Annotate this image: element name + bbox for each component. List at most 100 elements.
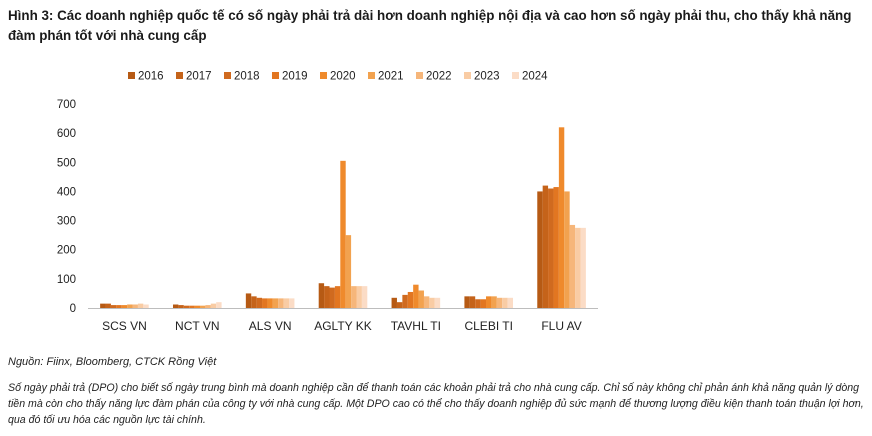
bar: [324, 286, 330, 308]
legend-label: 2019: [282, 71, 308, 83]
bar: [580, 227, 586, 308]
legend-label: 2024: [522, 71, 548, 83]
bar: [256, 297, 263, 308]
bar: [496, 297, 503, 308]
bar: [396, 302, 403, 308]
y-tick-label: 0: [70, 303, 76, 315]
y-tick-label: 500: [57, 157, 76, 169]
bar: [480, 299, 487, 308]
bar: [537, 191, 543, 308]
bar: [267, 298, 273, 308]
bar: [402, 294, 408, 308]
bar: [216, 302, 222, 308]
bar: [548, 188, 554, 308]
legend-swatch: [416, 72, 423, 79]
legend-swatch: [176, 72, 183, 79]
bar: [132, 304, 138, 308]
legend-swatch: [272, 72, 279, 79]
bar: [475, 299, 481, 308]
x-tick-label: CLEBI TI: [464, 319, 512, 333]
bar: [199, 305, 206, 308]
bar: [172, 304, 179, 308]
legend-label: 2021: [378, 71, 404, 83]
bar: [413, 284, 419, 308]
bar: [100, 303, 106, 308]
bar: [205, 305, 211, 308]
bar: [569, 224, 576, 308]
bar: [553, 187, 559, 308]
bar: [318, 283, 325, 308]
bar: [564, 191, 570, 308]
bar: [469, 296, 476, 308]
x-tick-label: AGLTY KK: [314, 319, 372, 333]
legend-label: 2018: [234, 71, 260, 83]
y-axis: 0 100 200 300 400 500 600 700: [57, 99, 76, 315]
bar: [361, 286, 368, 308]
legend-label: 2023: [474, 71, 500, 83]
bar: [542, 185, 549, 308]
x-tick-label: FLU AV: [541, 319, 581, 333]
legend-swatch: [368, 72, 375, 79]
bar: [464, 296, 470, 308]
bar-chart: 2016 2017 2018 2019 2020 2021 2022 2023 2024 0 10…: [57, 71, 598, 333]
bar: [407, 291, 414, 308]
bar: [334, 286, 341, 308]
bar: [121, 305, 128, 308]
bar: [345, 235, 352, 308]
bar: [418, 290, 424, 308]
bar: [486, 296, 492, 308]
x-tick-label: SCS VN: [102, 319, 147, 333]
bar: [391, 297, 397, 308]
bar: [575, 227, 581, 308]
y-tick-label: 700: [57, 99, 76, 111]
legend-swatch: [464, 72, 471, 79]
bar: [262, 298, 268, 308]
source-note: Nguồn: Fiinx, Bloomberg, CTCK Rồng Việt: [8, 356, 217, 368]
bar: [251, 296, 257, 308]
legend-label: 2016: [138, 71, 164, 83]
bar-series: [100, 127, 586, 308]
bar: [105, 303, 111, 308]
chart-legend: 2016 2017 2018 2019 2020 2021 2022 2023 2024: [128, 71, 548, 83]
y-tick-label: 100: [57, 274, 76, 286]
bar: [423, 296, 430, 308]
x-tick-label: TAVHL TI: [391, 319, 441, 333]
y-tick-label: 300: [57, 216, 76, 228]
bar: [245, 293, 252, 308]
bar: [127, 304, 133, 308]
bar: [329, 287, 335, 308]
x-tick-label: NCT VN: [175, 319, 219, 333]
bar: [183, 305, 190, 308]
x-tick-label: ALS VN: [249, 319, 292, 333]
bar: [491, 296, 497, 308]
legend-swatch: [512, 72, 519, 79]
y-tick-label: 400: [57, 186, 76, 198]
y-tick-label: 600: [57, 128, 76, 140]
bar: [283, 298, 290, 308]
bar: [189, 305, 195, 308]
figure-title: Hình 3: Các doanh nghiệp quốc tế có số n…: [8, 8, 852, 43]
bar: [116, 305, 122, 308]
y-tick-label: 200: [57, 245, 76, 257]
bar: [289, 298, 295, 308]
bar: [110, 305, 117, 308]
bar: [272, 298, 279, 308]
bar: [278, 298, 284, 308]
legend-swatch: [128, 72, 135, 79]
bar: [502, 297, 508, 308]
bar: [137, 303, 144, 308]
bar: [507, 297, 514, 308]
bar: [194, 305, 200, 308]
bar: [558, 127, 565, 308]
bar: [178, 305, 184, 308]
legend-label: 2017: [186, 71, 212, 83]
bar: [340, 160, 346, 308]
legend-swatch: [224, 72, 231, 79]
legend-swatch: [320, 72, 327, 79]
bar: [143, 304, 149, 308]
bar: [434, 297, 441, 308]
x-axis: SCS VN NCT VN ALS VN AGLTY KK TAVHL TI CLEBI …: [88, 308, 598, 333]
bar: [429, 297, 435, 308]
bar: [210, 303, 217, 308]
bar: [356, 286, 362, 308]
